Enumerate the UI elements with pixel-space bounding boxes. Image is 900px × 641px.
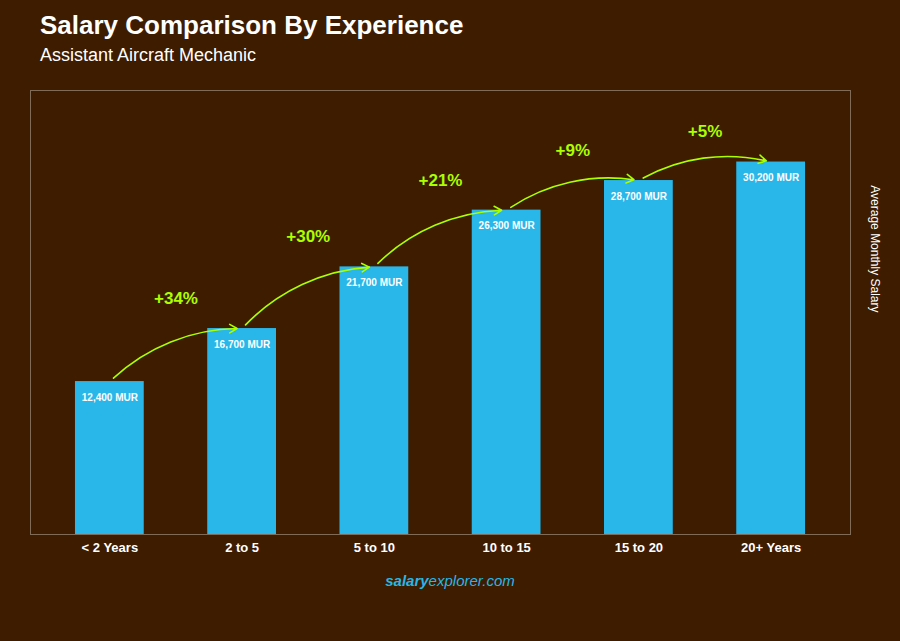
html-text:Salary Comparison By Experienc: Salary Comparison By Experience — [40, 10, 464, 40]
svg-text:< 2 Years: < 2 Years — [82, 540, 139, 555]
html-text:salary explorer.com: salary explorer.com — [385, 572, 515, 589]
svg-text:+30%: +30% — [286, 227, 330, 246]
svg-text:12,400 MUR: 12,400 MUR — [82, 392, 139, 403]
svg-text:15 to 20: 15 to 20 — [615, 540, 663, 555]
svg-text:21,700 MUR: 21,700 MUR — [346, 277, 403, 288]
svg-text:26,300 MUR: 26,300 MUR — [479, 220, 536, 231]
svg-text:+9%: +9% — [556, 141, 591, 160]
svg-text:+5%: +5% — [688, 122, 723, 141]
svg-text:30,200 MUR: 30,200 MUR — [743, 172, 800, 183]
svg-text:2 to 5: 2 to 5 — [225, 540, 259, 555]
svg-text:Average Monthly Salary: Average Monthly Salary — [868, 185, 882, 312]
svg-text:+34%: +34% — [154, 289, 198, 308]
svg-text:20+ Years: 20+ Years — [741, 540, 801, 555]
html-text:Assistant Aircraft Mechanic: Assistant Aircraft Mechanic — [40, 45, 257, 65]
svg-text:16,700 MUR: 16,700 MUR — [214, 339, 271, 350]
svg-text:+21%: +21% — [419, 171, 463, 190]
svg-text:5 to 10: 5 to 10 — [354, 540, 395, 555]
svg-text:10 to 15: 10 to 15 — [482, 540, 530, 555]
svg-text:28,700 MUR: 28,700 MUR — [611, 191, 668, 202]
